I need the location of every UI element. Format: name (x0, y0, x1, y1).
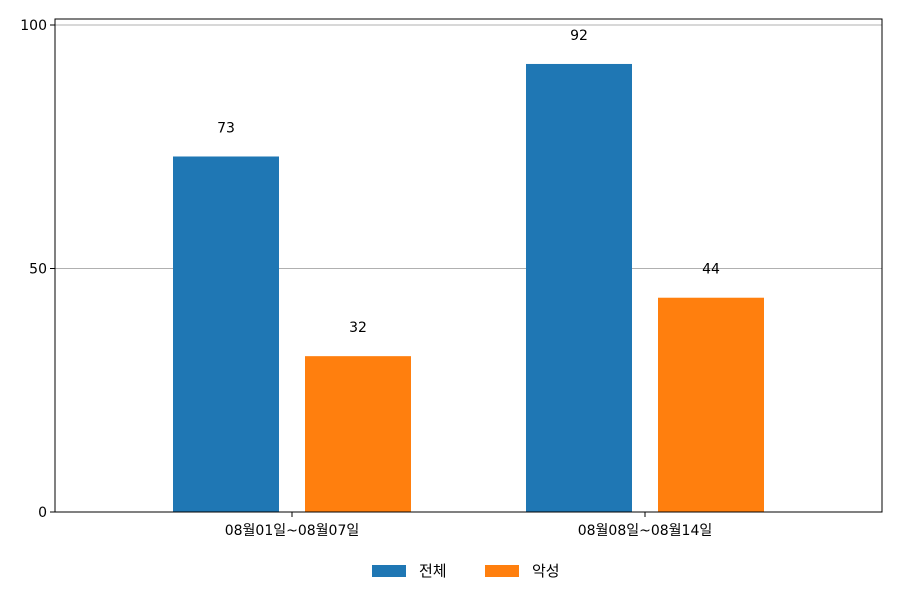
bar-악성-1 (658, 297, 764, 512)
bar-악성-0 (305, 356, 411, 512)
legend-label-악성: 악성 (532, 562, 560, 580)
x-tick-label-1: 08월08일~08월14일 (578, 523, 713, 539)
legend-swatch-악성 (485, 565, 519, 577)
legend-label-전체: 전체 (419, 562, 447, 580)
bar-전체-0 (173, 156, 279, 513)
data-label-악성-1: 44 (702, 262, 720, 278)
x-axis-ticks: 08월01일~08월07일 08월08일~08월14일 (225, 512, 713, 539)
data-label-악성-0: 32 (349, 320, 367, 336)
plot-area-frame (54, 18, 883, 513)
data-label-전체-0: 73 (217, 120, 235, 136)
y-tick-label-100: 100 (20, 18, 47, 34)
legend: 전체 악성 (372, 562, 560, 580)
x-tick-label-0: 08월01일~08월07일 (225, 523, 360, 539)
y-tick-label-0: 0 (38, 505, 47, 521)
y-axis-ticks: 0 50 100 (20, 18, 55, 521)
legend-swatch-전체 (372, 565, 406, 577)
bar-전체-1 (526, 63, 632, 513)
y-tick-label-50: 50 (29, 262, 47, 278)
bars (173, 63, 764, 513)
data-label-전체-1: 92 (570, 28, 588, 44)
data-labels: 73 32 92 44 (217, 28, 720, 336)
